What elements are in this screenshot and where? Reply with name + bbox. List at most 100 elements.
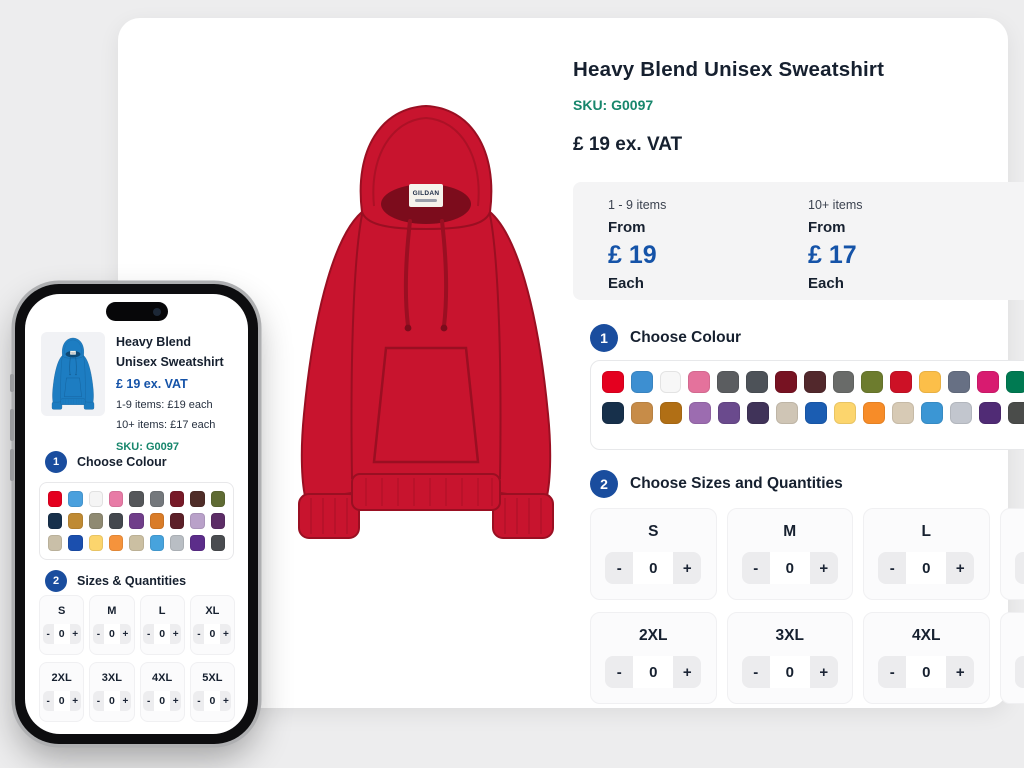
phone-mute-switch [10,374,14,392]
colour-swatch [48,535,63,551]
phone-product-title: Heavy Blend Unisex Sweatshirt [116,335,224,369]
size-card-2xl: 2XL - 0 + [590,612,717,704]
colour-swatch[interactable] [718,402,740,424]
colour-swatch[interactable] [631,402,653,424]
size-card-xl: XL - 0 + [999,508,1024,600]
size-label: 4XL [912,627,941,644]
colour-swatch[interactable] [805,402,827,424]
increment-button[interactable]: + [946,552,975,584]
decrement-button: - [42,624,54,644]
phone-screen: Heavy Blend Unisex Sweatshirt £ 19 ex. V… [25,294,248,734]
phone-volume-down-button [10,449,14,481]
size-label: 3XL [775,627,804,644]
page-title: Heavy Blend Unisex Sweatshirt [573,58,885,81]
size-card-s: S - 0 + [590,508,717,600]
colour-swatch[interactable] [863,402,885,424]
size-card-2xl: 2XL - 0 + [39,662,85,722]
phone-tier-1: 1-9 items: £19 each [116,399,213,411]
quantity-value: 0 [769,656,810,688]
decrement-button: - [92,624,104,644]
product-sku: SKU: G0097 [573,97,654,113]
colour-swatch[interactable] [834,402,856,424]
decrement-button: - [193,624,205,644]
colour-swatch-row [48,491,225,507]
colour-swatch[interactable] [717,371,740,393]
product-image-red-hoodie [266,90,586,558]
colour-swatch[interactable] [660,402,682,424]
colour-swatch[interactable] [947,371,970,393]
colour-swatch [210,513,225,529]
decrement-button[interactable]: - [605,656,634,688]
phone-step-choose-colour: 1 Choose Colour [45,451,167,473]
increment-button[interactable]: + [673,552,702,584]
step-label: Sizes & Quantities [77,574,187,588]
increment-button[interactable]: + [809,552,838,584]
size-label: L [921,523,931,540]
decrement-button[interactable]: - [1014,656,1024,688]
decrement-button[interactable]: - [878,552,907,584]
size-label: 3XL [101,672,122,684]
colour-swatch[interactable] [919,371,941,393]
colour-swatch[interactable] [602,371,624,393]
size-card-4xl: 4XL - 0 + [863,612,990,704]
colour-swatch[interactable] [602,402,624,424]
size-card-3xl: 3XL - 0 + [726,612,853,704]
product-price: £ 19 ex. VAT [573,134,683,155]
colour-swatch[interactable] [688,371,711,393]
step-number-badge: 2 [590,470,618,498]
colour-swatch[interactable] [892,402,914,424]
increment-button: + [170,624,182,644]
product-thumbnail-blue-hoodie [41,332,105,416]
colour-swatch[interactable] [689,402,711,424]
quantity-stepper: - 0 + [193,624,232,644]
size-label: M [783,523,797,540]
colour-swatch[interactable] [746,371,768,393]
colour-swatch[interactable] [921,402,943,424]
colour-swatch [48,513,63,529]
decrement-button[interactable]: - [1014,552,1024,584]
decrement-button[interactable]: - [741,552,770,584]
colour-swatch[interactable] [659,371,682,393]
size-label: XL [205,605,220,617]
colour-swatch[interactable] [774,371,797,393]
increment-button[interactable]: + [809,656,838,688]
quantity-value: 0 [154,691,171,711]
colour-swatch [149,513,164,529]
size-label: S [648,523,659,540]
decrement-button[interactable]: - [741,656,770,688]
size-card-m: M - 0 + [89,595,135,655]
colour-swatch[interactable] [832,371,855,393]
tier-unit-label: Each [808,275,844,292]
colour-swatch[interactable] [776,402,798,424]
colour-swatch[interactable] [950,402,972,424]
colour-swatch[interactable] [747,402,769,424]
size-label: S [57,605,66,617]
colour-swatch [149,535,164,551]
phone-tier-2: 10+ items: £17 each [116,419,216,432]
colour-swatch[interactable] [861,371,884,393]
phone-product-info: Heavy Blend Unisex Sweatshirt £ 19 ex. V… [116,332,241,453]
colour-swatch [48,491,63,507]
colour-swatch [129,535,144,551]
colour-swatch[interactable] [1008,402,1024,424]
colour-swatch[interactable] [890,371,913,393]
quantity-stepper: - 0 + [605,656,702,688]
phone-size-quantity-grid: S - 0 + M - 0 + L [39,595,235,722]
decrement-button[interactable]: - [605,552,634,584]
increment-button[interactable]: + [673,656,702,688]
colour-swatch-row [602,371,1024,393]
colour-swatch[interactable] [976,371,999,393]
colour-swatch [190,513,205,529]
colour-swatch [169,513,185,529]
increment-button[interactable]: + [946,656,975,688]
quantity-stepper: - 0 + [143,624,182,644]
colour-swatch[interactable] [630,371,653,393]
tier-price: £ 19 [608,241,657,269]
camera-icon [152,307,161,316]
colour-swatch [108,513,124,529]
colour-swatch[interactable] [979,402,1001,424]
quantity-value: 0 [103,691,120,711]
decrement-button[interactable]: - [878,656,907,688]
colour-swatch[interactable] [803,371,826,393]
colour-swatch[interactable] [1005,371,1024,393]
